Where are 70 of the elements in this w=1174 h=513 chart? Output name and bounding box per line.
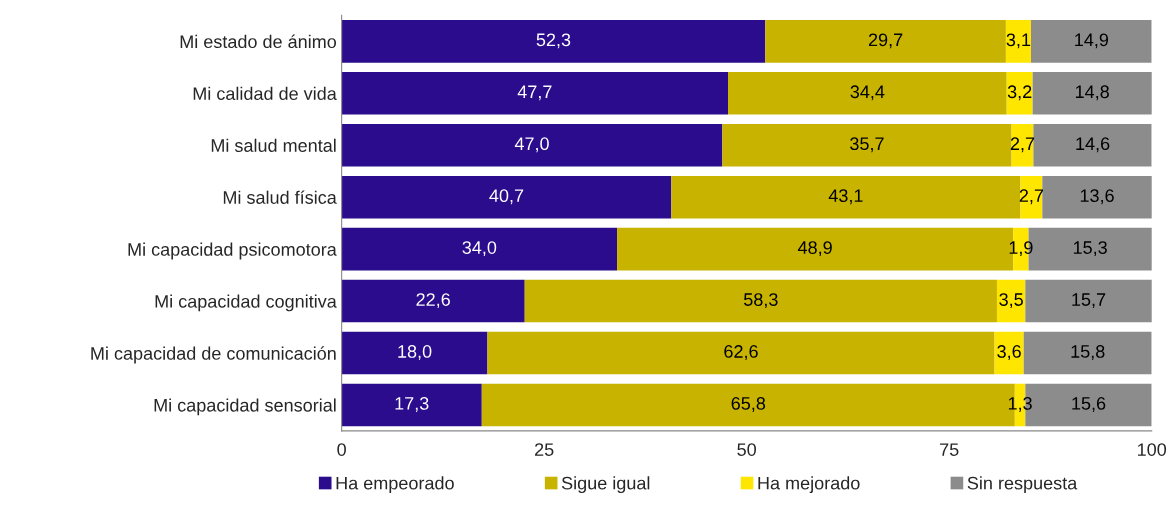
data-label: 1,9 <box>1009 241 1033 257</box>
bar <box>1025 279 1152 323</box>
data-label: 34,0 <box>462 241 497 257</box>
bar <box>1005 20 1031 63</box>
bar <box>524 279 997 323</box>
bar <box>1023 331 1152 375</box>
legend-label: Ha mejorado <box>758 476 860 494</box>
data-label: 29,7 <box>868 33 903 49</box>
data-label: 18,0 <box>398 345 432 360</box>
legend-label: Ha empeorado <box>336 476 454 494</box>
bar <box>341 20 766 63</box>
data-label: 58,3 <box>743 293 778 309</box>
x-tick-label: 25 <box>535 443 554 456</box>
bar <box>341 279 525 323</box>
bar <box>994 331 1024 375</box>
data-label: 17,3 <box>395 397 429 412</box>
data-label: 35,7 <box>850 137 884 153</box>
data-label: 15,8 <box>1071 345 1105 360</box>
y-tick-label: Mi capacidad cognitiva <box>155 294 337 312</box>
bar <box>341 227 618 271</box>
legend-label: Sigue igual <box>561 476 650 494</box>
bar <box>341 175 672 219</box>
data-label: 43,1 <box>828 189 863 205</box>
data-label: 14,9 <box>1075 33 1109 49</box>
data-label: 34,4 <box>850 85 885 101</box>
y-tick-label: Mi calidad de vida <box>193 86 337 101</box>
data-label: 3,1 <box>1006 33 1031 49</box>
x-tick-label: 100 <box>1138 443 1167 456</box>
y-tick-label: Mi salud mental <box>211 138 336 152</box>
bar <box>671 175 1021 219</box>
bar <box>1006 72 1033 115</box>
y-tick-label: Mi salud física <box>223 190 337 204</box>
data-label: 65,8 <box>731 397 766 412</box>
bar <box>341 383 482 427</box>
data-label: 15,3 <box>1073 241 1107 257</box>
data-label: 13,6 <box>1080 189 1114 205</box>
data-label: 62,6 <box>724 345 758 360</box>
y-tick-label: Mi capacidad de comunicación <box>91 346 336 364</box>
bar <box>341 72 729 115</box>
bar <box>341 123 723 167</box>
bar <box>765 20 1006 63</box>
data-label: 52,3 <box>536 33 571 49</box>
data-label: 3,5 <box>999 293 1023 309</box>
legend-label: Sin respuesta <box>967 476 1078 494</box>
data-label: 3,2 <box>1007 85 1032 101</box>
bar <box>996 279 1026 323</box>
data-label: 40,7 <box>489 189 524 205</box>
data-label: 47,7 <box>517 85 552 101</box>
x-tick-label: 50 <box>737 443 756 456</box>
y-tick-label: Mi capacidad psicomotora <box>128 242 337 260</box>
x-tick-label: 0 <box>337 443 346 456</box>
y-tick-label: Mi capacidad sensorial <box>154 398 336 416</box>
data-label: 22,6 <box>416 293 450 309</box>
x-tick-label: 75 <box>940 443 959 456</box>
bar <box>487 331 995 375</box>
data-label: 48,9 <box>797 241 832 257</box>
data-label: 15,6 <box>1072 397 1106 412</box>
data-label: 14,6 <box>1076 137 1110 153</box>
data-label: 3,6 <box>997 345 1021 360</box>
bar <box>1033 123 1152 167</box>
bar <box>1031 20 1152 63</box>
bar <box>722 123 1012 167</box>
bar <box>1032 72 1152 115</box>
bar <box>341 331 488 375</box>
data-label: 14,8 <box>1075 85 1109 101</box>
bar <box>1042 175 1152 219</box>
bar <box>728 72 1007 115</box>
y-tick-label: Mi estado de ánimo <box>180 34 337 49</box>
data-label: 15,7 <box>1072 293 1106 309</box>
data-label: 47,0 <box>514 137 549 153</box>
